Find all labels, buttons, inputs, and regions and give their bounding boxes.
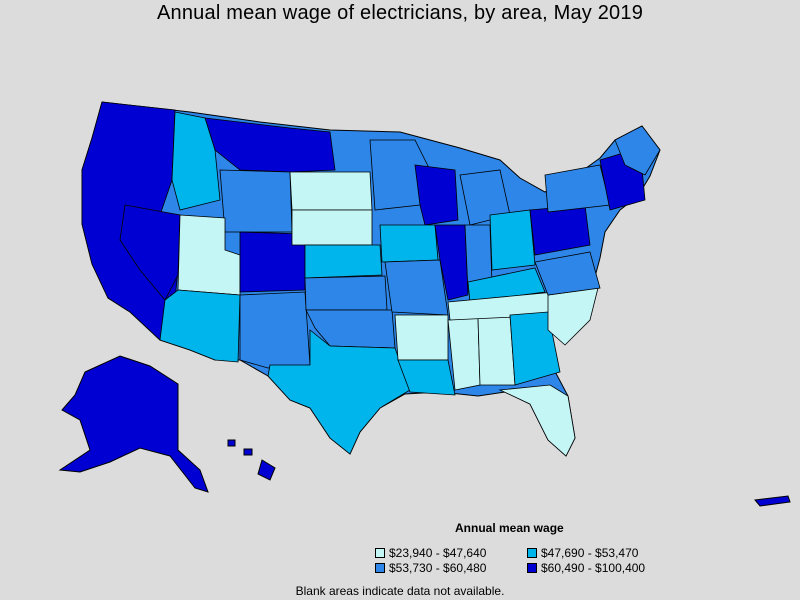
legend-title: Annual mean wage	[455, 521, 564, 535]
region-montana	[204, 117, 336, 173]
region-nebraska	[304, 244, 383, 279]
region-arizona	[159, 289, 241, 363]
hawaii-oahu	[227, 439, 236, 447]
region-wisconsin	[414, 164, 459, 226]
legend-item-1: $23,940 - $47,640	[375, 546, 486, 560]
region-alabama	[477, 314, 516, 386]
region-iowa	[379, 224, 439, 263]
region-carolinas	[547, 287, 599, 346]
legend-item-3: $53,730 - $60,480	[375, 561, 486, 575]
legend-swatch-1	[375, 548, 385, 558]
legend-label-2: $47,690 - $53,470	[541, 546, 639, 560]
map-title: Annual mean wage of electricians, by are…	[156, 2, 644, 24]
legend-swatch-3	[375, 563, 385, 573]
region-kentucky	[467, 267, 546, 303]
legend-label-3: $53,730 - $60,480	[389, 561, 487, 575]
legend-item-2: $47,690 - $53,470	[527, 546, 638, 560]
hawaii	[227, 439, 276, 481]
region-idaho	[171, 111, 221, 211]
footnote: Blank areas indicate data not available.	[295, 584, 505, 598]
puerto-rico	[754, 495, 791, 507]
region-new-york	[544, 164, 611, 213]
hawaii-big-island	[257, 459, 276, 481]
legend-item-4: $60,490 - $100,400	[527, 561, 645, 575]
legend-label-1: $23,940 - $47,640	[389, 546, 487, 560]
wage-regions	[81, 101, 661, 457]
legend-swatch-2	[527, 548, 537, 558]
region-kansas	[304, 275, 388, 311]
legend-label-4: $60,490 - $100,400	[541, 561, 646, 575]
alaska	[58, 355, 209, 493]
region-maine	[614, 125, 661, 176]
region-ohio	[489, 209, 536, 271]
region-louisiana	[397, 359, 456, 396]
region-wyoming	[219, 169, 293, 233]
region-illinois	[434, 224, 469, 301]
region-new-mexico	[239, 291, 311, 369]
region-south-dakota	[291, 209, 373, 246]
region-missouri	[384, 259, 449, 316]
legend-swatch-4	[527, 563, 537, 573]
region-arkansas	[394, 314, 449, 361]
region-georgia	[509, 311, 561, 386]
region-virginia	[534, 251, 601, 296]
hawaii-maui	[243, 448, 253, 456]
region-florida	[498, 384, 576, 457]
region-north-dakota	[289, 171, 373, 211]
